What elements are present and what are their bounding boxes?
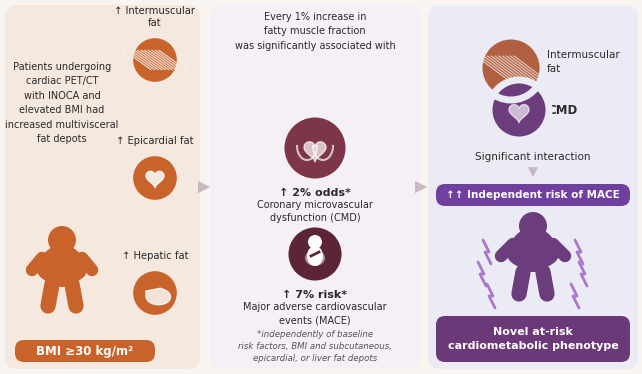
Circle shape <box>479 36 543 100</box>
Text: ↑↑ Independent risk of MACE: ↑↑ Independent risk of MACE <box>446 190 620 200</box>
Text: Intermuscular
fat: Intermuscular fat <box>547 50 620 74</box>
Text: CMD: CMD <box>547 104 577 116</box>
Text: ↑ 7% risk*: ↑ 7% risk* <box>282 290 347 300</box>
Ellipse shape <box>136 48 174 72</box>
Ellipse shape <box>307 246 323 266</box>
Polygon shape <box>304 142 326 162</box>
Circle shape <box>519 212 547 240</box>
Circle shape <box>129 152 181 204</box>
Text: Novel at-risk
cardiometabolic phenotype: Novel at-risk cardiometabolic phenotype <box>447 327 618 351</box>
FancyBboxPatch shape <box>436 184 630 206</box>
Text: Major adverse cardiovascular
events (MACE): Major adverse cardiovascular events (MAC… <box>243 302 387 325</box>
Ellipse shape <box>37 256 87 284</box>
Circle shape <box>129 34 181 86</box>
Circle shape <box>285 224 345 284</box>
Circle shape <box>489 80 549 140</box>
Text: ↑ 2% odds*: ↑ 2% odds* <box>279 188 351 198</box>
Text: Significant interaction: Significant interaction <box>475 152 591 162</box>
Polygon shape <box>146 171 164 187</box>
FancyBboxPatch shape <box>428 5 638 369</box>
Ellipse shape <box>305 250 325 266</box>
Text: ↑ Intermuscular
fat: ↑ Intermuscular fat <box>114 6 196 28</box>
Ellipse shape <box>507 239 559 269</box>
Polygon shape <box>146 288 171 305</box>
FancyBboxPatch shape <box>210 5 420 369</box>
Text: Coronary microvascular
dysfunction (CMD): Coronary microvascular dysfunction (CMD) <box>257 200 373 223</box>
Text: Every 1% increase in
fatty muscle fraction
was significantly associated with: Every 1% increase in fatty muscle fracti… <box>234 12 395 51</box>
Ellipse shape <box>510 228 556 272</box>
Circle shape <box>129 267 181 319</box>
FancyBboxPatch shape <box>436 316 630 362</box>
Circle shape <box>281 114 349 182</box>
Ellipse shape <box>40 245 84 287</box>
FancyBboxPatch shape <box>15 340 155 362</box>
Text: ↑ Hepatic fat: ↑ Hepatic fat <box>122 251 188 261</box>
Text: *independently of baseline
risk factors, BMI and subcutaneous,
epicardial, or li: *independently of baseline risk factors,… <box>238 330 392 363</box>
Circle shape <box>308 235 322 249</box>
Text: ↑ Epicardial fat: ↑ Epicardial fat <box>116 136 194 146</box>
Text: Patients undergoing
cardiac PET/CT
with INOCA and
elevated BMI had
increased mul: Patients undergoing cardiac PET/CT with … <box>5 62 119 144</box>
Circle shape <box>48 226 76 254</box>
Text: BMI ≥30 kg/m²: BMI ≥30 kg/m² <box>37 344 134 358</box>
Polygon shape <box>509 105 529 123</box>
FancyBboxPatch shape <box>5 5 200 369</box>
